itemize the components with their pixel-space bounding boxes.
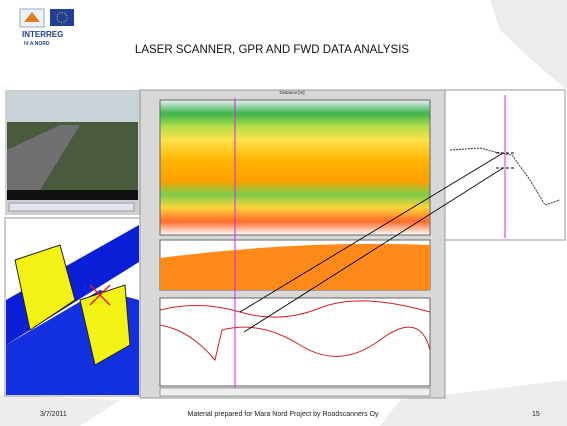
texture (380, 380, 567, 426)
map-field (79, 284, 131, 366)
slide-title: LASER SCANNER, GPR AND FWD DATA ANALYSIS (135, 44, 409, 56)
footer-note: Material prepared for Mara Nord Project … (187, 411, 379, 418)
gpr-heatmap (159, 99, 431, 236)
eu-stars (56, 12, 68, 23)
texture (490, 0, 567, 90)
fwd-line (159, 324, 431, 362)
analysis-panel: Distance [m] (139, 89, 446, 399)
map-marker (89, 284, 111, 306)
logo: INTERREG IV A NORD (19, 8, 74, 47)
axis-label: Distance [m] (279, 90, 304, 95)
status-bar (159, 387, 431, 397)
footer-date: 3/7/2011 (40, 411, 67, 418)
page-number: 15 (532, 411, 540, 418)
eu-flag (50, 9, 74, 26)
profile-line (449, 147, 561, 206)
logo-subtext: IV A NORD (24, 41, 50, 47)
video-panel (5, 90, 140, 215)
arrow (243, 167, 504, 333)
map-field (14, 244, 76, 331)
arrow (239, 152, 504, 313)
video-bar (7, 190, 138, 200)
fwd-line (159, 300, 431, 318)
profile-panel (444, 89, 566, 241)
video-sky (7, 92, 138, 122)
texture (0, 395, 120, 426)
video-controls (8, 202, 135, 212)
elevation-area (160, 243, 430, 290)
video-road (7, 125, 80, 190)
logo-text: INTERREG (22, 30, 63, 39)
map-panel (4, 217, 141, 397)
arrows (239, 152, 515, 333)
logo-shape (24, 12, 40, 22)
